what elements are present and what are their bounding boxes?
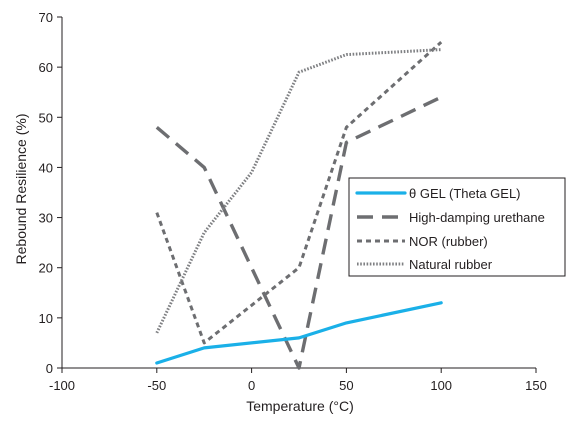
y-tick-label: 50 <box>39 110 53 125</box>
x-tick-label: -100 <box>49 378 75 393</box>
y-tick-label: 60 <box>39 60 53 75</box>
x-axis-title: Temperature (°C) <box>246 398 354 414</box>
series-line-0 <box>155 301 443 365</box>
x-tick-label: 0 <box>248 378 255 393</box>
legend-label-3: Natural rubber <box>409 257 493 272</box>
x-tick-label: 150 <box>525 378 547 393</box>
series-line-1 <box>155 95 442 370</box>
y-tick-label: 0 <box>46 361 53 376</box>
series-line-2 <box>155 40 443 345</box>
y-tick-label: 10 <box>39 311 53 326</box>
legend-label-0: θ GEL (Theta GEL) <box>409 186 521 201</box>
y-tick-label: 40 <box>39 160 53 175</box>
x-tick-label: 50 <box>339 378 353 393</box>
axes: -100 -50 0 50 100 150 0 10 20 30 40 50 60 70 <box>39 10 547 393</box>
series-lines <box>155 40 443 370</box>
y-axis-title: Rebound Resilience (%) <box>13 114 29 265</box>
legend-label-2: NOR (rubber) <box>409 234 488 249</box>
y-tick-label: 30 <box>39 211 53 226</box>
x-tick-label: -50 <box>147 378 166 393</box>
y-tick-label: 20 <box>39 261 53 276</box>
legend: θ GEL (Theta GEL) High-damping urethane NO… <box>348 177 566 277</box>
x-tick-label: 100 <box>430 378 452 393</box>
y-tick-label: 70 <box>39 10 53 25</box>
legend-label-1: High-damping urethane <box>409 210 545 225</box>
